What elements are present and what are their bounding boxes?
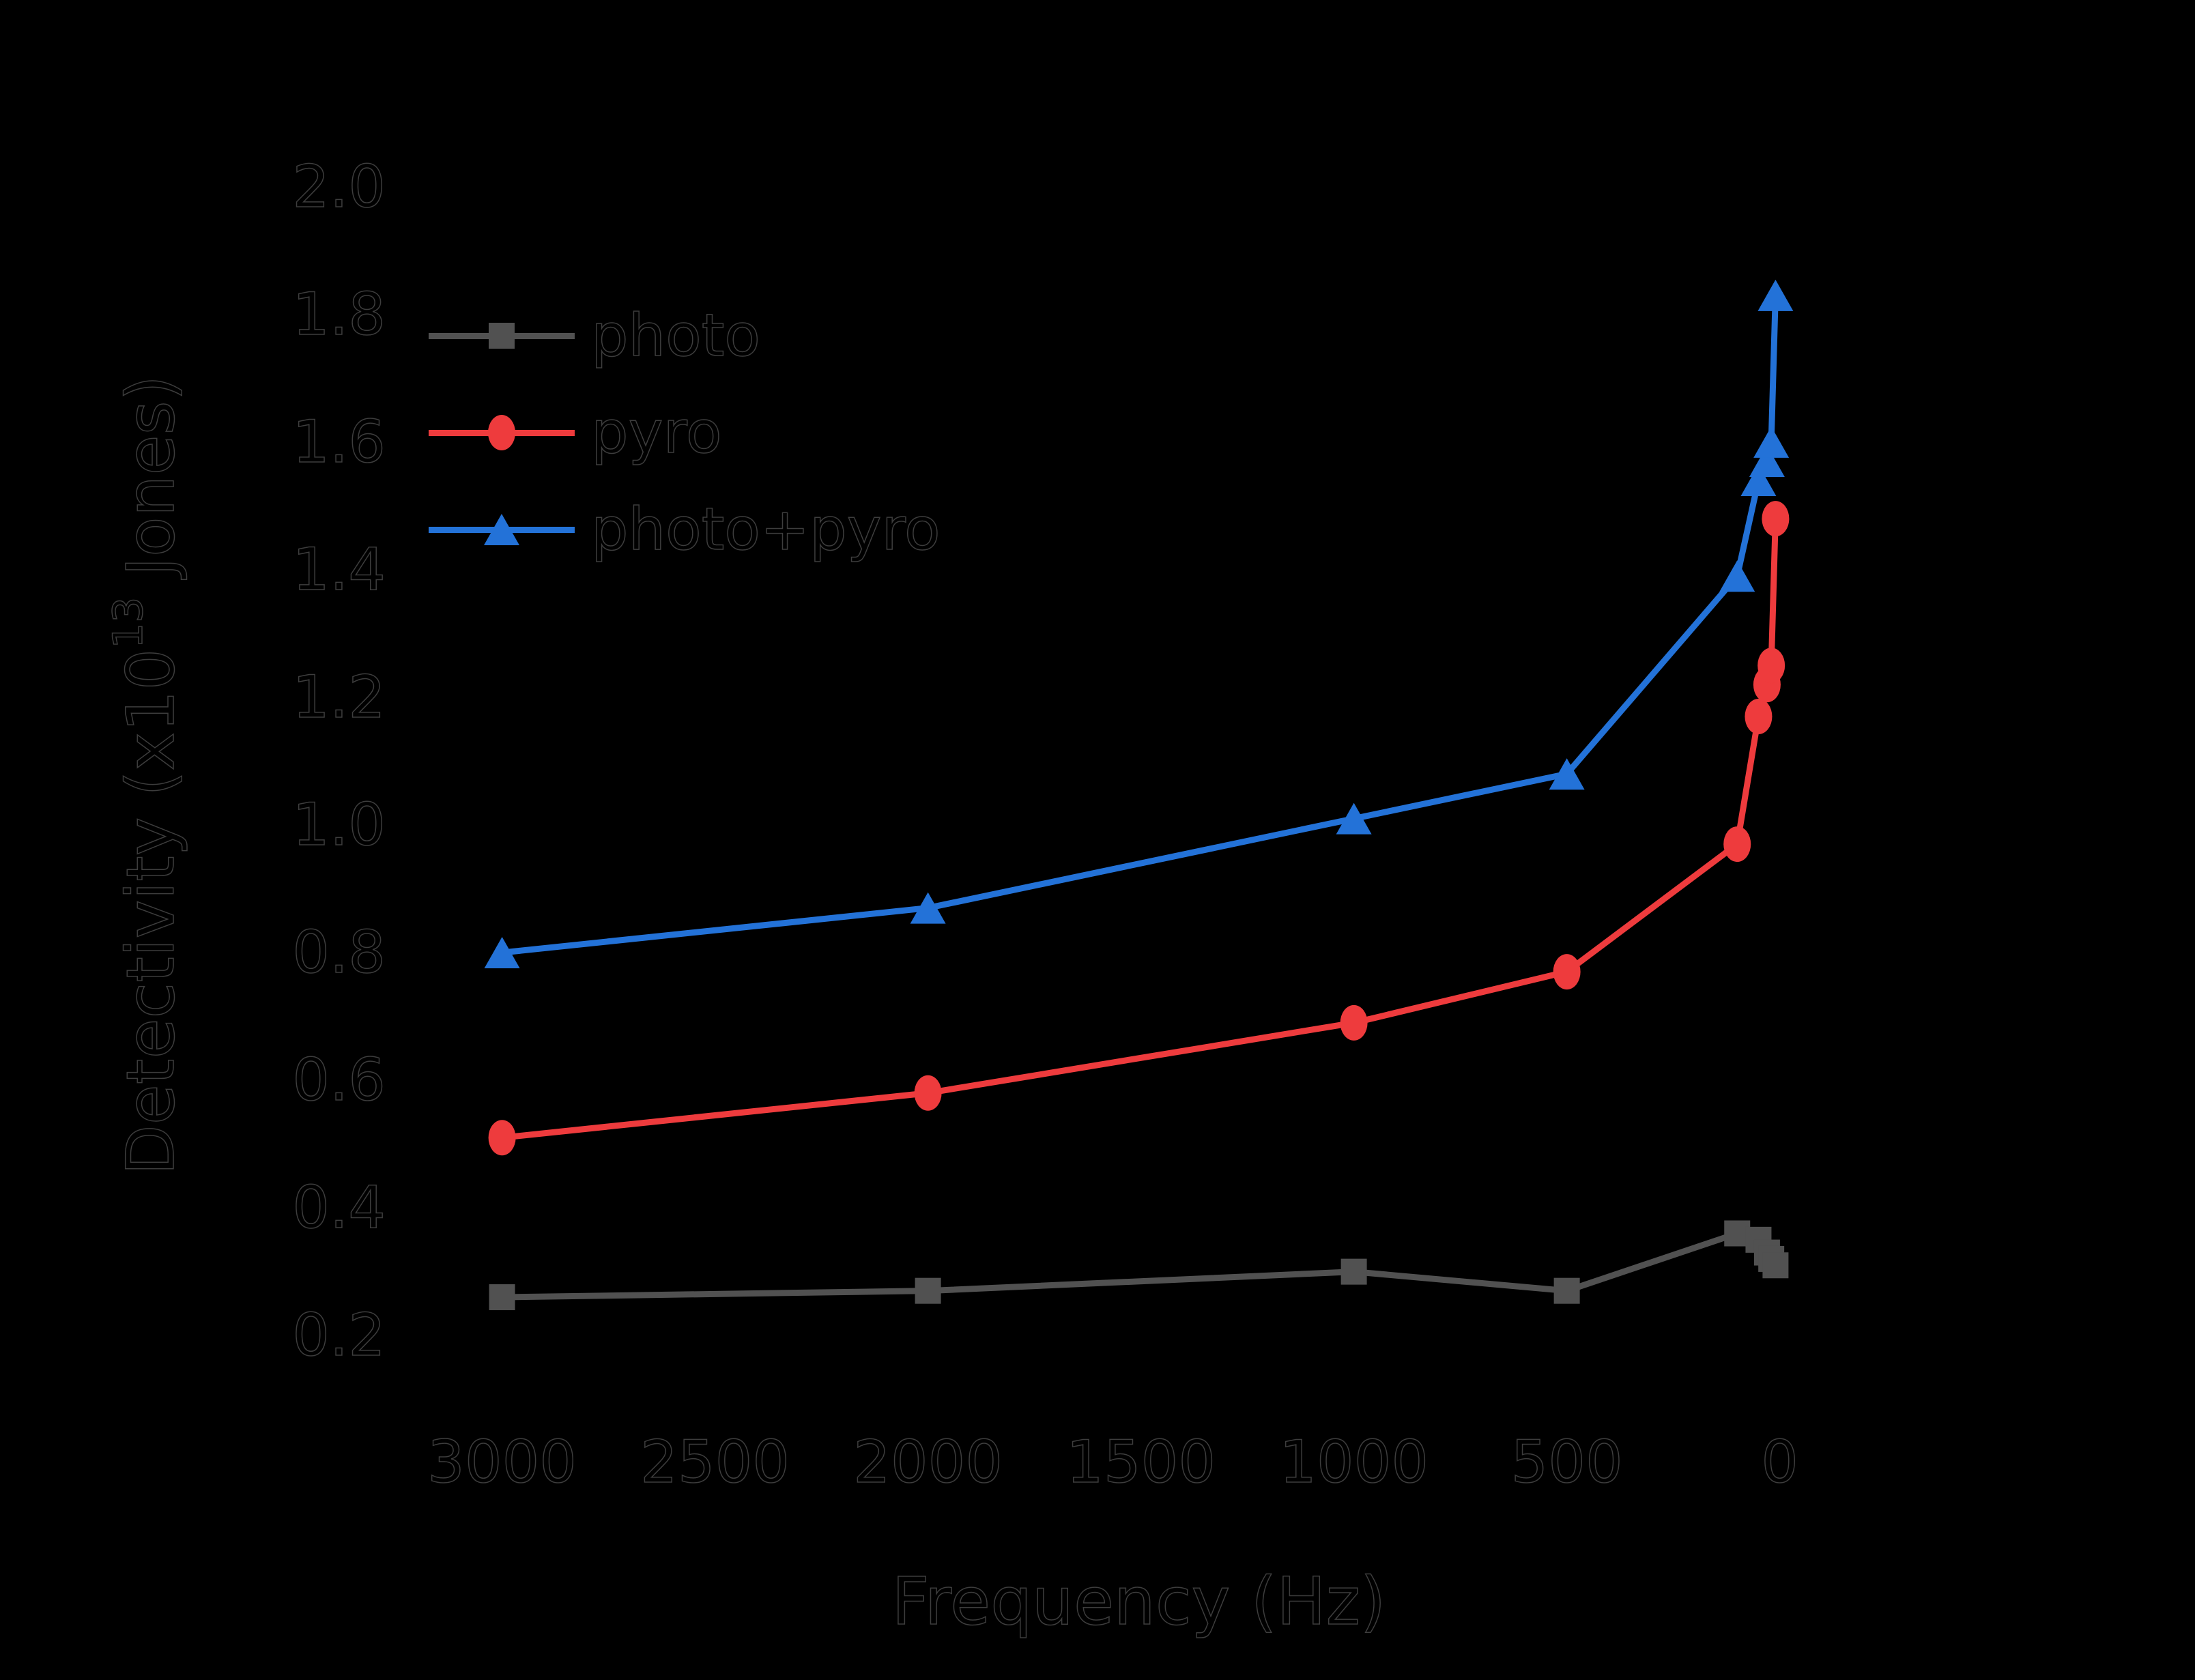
data-point-pyro <box>1553 954 1581 990</box>
legend-marker-circle-icon <box>488 415 515 450</box>
data-point-pyro <box>488 1120 516 1156</box>
x-tick-label: 3000 <box>427 1428 577 1496</box>
data-point-photo+pyro <box>1753 426 1790 458</box>
legend-label-photo+pyro: photo+pyro <box>590 495 941 564</box>
series-photo+pyro <box>484 279 1794 969</box>
data-point-photo <box>489 1284 515 1311</box>
data-point-photo+pyro <box>1749 445 1785 477</box>
data-point-photo+pyro <box>1758 279 1794 311</box>
legend-swatch-pyro <box>429 384 575 481</box>
y-tick-label: 0.2 <box>291 1301 386 1370</box>
data-point-photo <box>1762 1252 1789 1279</box>
series-photo <box>489 1220 1789 1311</box>
data-point-pyro <box>1745 699 1773 735</box>
legend: photo pyro photo+pyro <box>429 287 941 578</box>
legend-marker-square-icon <box>489 323 515 349</box>
series-line-pyro <box>502 519 1779 1141</box>
y-tick-label: 1.4 <box>291 535 386 604</box>
y-axis-title: Detectivity (x1013 Jones) <box>95 263 190 1287</box>
y-tick-label: 1.2 <box>291 663 386 732</box>
data-point-photo+pyro <box>1336 802 1372 835</box>
legend-label-pyro: pyro <box>590 398 722 467</box>
y-tick-label: 0.6 <box>291 1046 386 1115</box>
legend-swatch-photo <box>429 287 575 384</box>
y-tick-label: 1.6 <box>291 407 386 476</box>
y-tick-label: 1.0 <box>291 791 386 859</box>
data-point-photo+pyro <box>1719 560 1755 592</box>
legend-item-photo: photo <box>429 287 941 384</box>
x-tick-label: 2000 <box>852 1428 1003 1496</box>
series-line-photo <box>502 1230 1779 1301</box>
series-pyro <box>488 501 1790 1156</box>
data-point-photo <box>1340 1258 1367 1285</box>
x-tick-label: 0 <box>1761 1428 1799 1496</box>
data-point-pyro <box>1723 826 1751 863</box>
legend-item-photo+pyro: photo+pyro <box>429 481 941 578</box>
data-point-pyro <box>1762 501 1790 537</box>
y-axis-title-superscript: 13 <box>104 596 153 649</box>
legend-marker-triangle-up-icon <box>484 514 519 545</box>
x-tick-label: 2500 <box>640 1428 790 1496</box>
data-point-photo+pyro <box>1549 758 1585 790</box>
legend-label-photo: photo <box>590 301 761 371</box>
y-tick-label: 0.8 <box>291 918 386 987</box>
x-axis-title: Frequency (Hz) <box>891 1563 1386 1640</box>
y-tick-label: 2.0 <box>291 152 386 221</box>
data-point-pyro <box>1340 1004 1368 1041</box>
y-tick-label: 0.4 <box>291 1174 386 1243</box>
y-axis-title-text: Detectivity (x10 <box>112 648 190 1176</box>
x-tick-label: 500 <box>1510 1428 1624 1496</box>
legend-item-pyro: pyro <box>429 384 941 481</box>
data-point-pyro <box>1758 648 1785 684</box>
data-point-photo <box>1553 1277 1580 1304</box>
data-point-photo+pyro <box>484 937 520 969</box>
y-tick-label: 1.8 <box>291 280 386 349</box>
data-point-photo+pyro <box>910 892 946 924</box>
legend-swatch-photo+pyro <box>429 481 575 578</box>
x-tick-label: 1500 <box>1065 1428 1216 1496</box>
data-point-photo <box>915 1277 941 1304</box>
data-point-pyro <box>914 1075 942 1111</box>
y-axis-title-unit: Jones) <box>112 375 190 597</box>
data-point-photo+pyro <box>1740 465 1777 497</box>
x-tick-label: 1000 <box>1278 1428 1429 1496</box>
